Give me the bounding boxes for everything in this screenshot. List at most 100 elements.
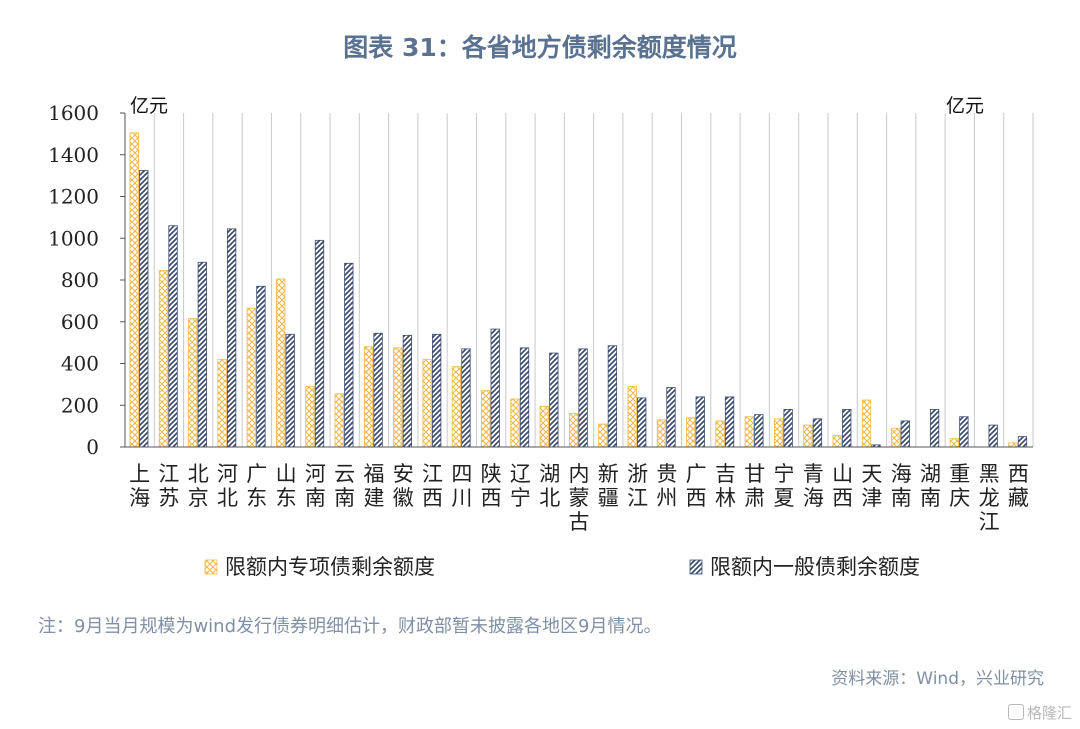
x-tick-label: 广 <box>686 462 707 486</box>
bar-special <box>217 358 227 448</box>
y-tick-label: 1200 <box>48 185 99 209</box>
bar-special <box>949 438 960 448</box>
x-tick-label: 重 <box>949 462 970 486</box>
bar-special <box>1008 442 1018 448</box>
axes <box>120 112 1033 448</box>
x-tick-label: 东 <box>246 486 267 510</box>
x-tick-label: 安 <box>393 462 414 486</box>
x-tick-label: 海 <box>129 486 150 510</box>
x-tick-label: 贵 <box>656 462 677 486</box>
x-tick-label: 肃 <box>744 486 765 510</box>
bar-general <box>461 348 471 448</box>
bar-special <box>334 393 344 448</box>
bar-general <box>812 418 823 448</box>
x-tick-label: 西 <box>481 486 502 510</box>
bar-special <box>773 418 784 448</box>
x-tick-label: 吉 <box>715 462 736 486</box>
x-tick-label: 蒙 <box>569 486 590 510</box>
bar-special <box>422 358 432 448</box>
x-tick-label: 古 <box>569 510 590 534</box>
x-tick-label: 州 <box>656 486 677 510</box>
x-tick-label: 湖 <box>920 462 941 486</box>
bar-general <box>929 409 940 448</box>
x-tick-label: 四 <box>451 462 472 486</box>
legend-general-label: 限额内一般债剩余额度 <box>710 555 920 579</box>
x-tick-label: 北 <box>217 486 238 510</box>
x-tick-label: 甘 <box>744 462 765 486</box>
x-tick-label: 西 <box>686 486 707 510</box>
bar-general <box>783 409 793 448</box>
bar-special <box>129 132 139 448</box>
bar-special <box>861 399 872 448</box>
chart-note: 注：9月当月规模为wind发行债券明细估计，财政部暂未披露各地区9月情况。 <box>38 616 662 637</box>
y-unit-label-left: 亿元 <box>130 95 168 117</box>
bar-general <box>168 225 178 448</box>
bar-general <box>519 347 530 448</box>
x-tick-label: 浙 <box>627 462 648 486</box>
x-tick-label: 广 <box>246 462 267 486</box>
bar-general <box>139 170 149 448</box>
x-tick-label: 河 <box>305 462 326 486</box>
x-tick-label: 庆 <box>949 486 970 510</box>
x-tick-label: 江 <box>422 462 443 486</box>
x-tick-label: 天 <box>861 462 882 486</box>
bar-special <box>246 307 257 448</box>
bar-special <box>539 405 549 448</box>
watermark: 格隆汇 <box>1007 702 1072 723</box>
x-tick-label: 苏 <box>158 486 179 510</box>
bar-general <box>959 416 969 448</box>
y-tick-label: 1400 <box>48 143 99 167</box>
bar-general <box>578 348 588 448</box>
legend-special-label: 限额内专项债剩余额度 <box>225 555 435 579</box>
bar-general <box>285 333 295 448</box>
bar-general <box>549 352 559 448</box>
chart-title: 图表 31：各省地方债剩余额度情况 <box>343 33 737 62</box>
bar-special <box>598 423 608 448</box>
bar-special <box>686 417 696 448</box>
y-tick-label: 200 <box>61 393 99 417</box>
bar-general <box>842 409 852 448</box>
x-tick-label: 龙 <box>979 486 1000 510</box>
x-tick-label: 海 <box>891 462 912 486</box>
x-tick-label: 云 <box>334 462 355 486</box>
x-tick-label: 津 <box>861 486 882 510</box>
bar-special <box>188 318 198 448</box>
x-tick-label: 南 <box>891 486 912 510</box>
bar-general <box>988 424 998 448</box>
bars-group <box>129 132 1028 448</box>
x-tick-label: 西 <box>1008 462 1029 486</box>
bar-special <box>656 419 667 448</box>
x-tick-label: 东 <box>276 486 297 510</box>
bar-general <box>402 334 413 448</box>
bar-special <box>510 398 520 448</box>
x-tick-label: 青 <box>803 462 824 486</box>
x-tick-label: 福 <box>363 462 384 486</box>
x-tick-label: 建 <box>363 486 384 510</box>
bar-special <box>568 413 579 448</box>
x-tick-label: 京 <box>188 486 209 510</box>
legend: 限额内专项债剩余额度 限额内一般债剩余额度 <box>204 555 920 579</box>
bar-special <box>481 390 491 448</box>
x-tick-label: 川 <box>451 486 472 510</box>
x-tick-label: 徽 <box>393 486 414 510</box>
x-tick-label: 山 <box>276 462 297 486</box>
legend-special-swatch <box>204 559 218 575</box>
bar-special <box>276 278 286 448</box>
bar-general <box>724 396 735 448</box>
bar-general <box>1017 436 1028 448</box>
x-tick-label: 南 <box>334 486 355 510</box>
x-tick-label: 湖 <box>539 462 560 486</box>
bar-special <box>803 424 813 448</box>
x-tick-label: 江 <box>979 510 1000 534</box>
x-tick-label: 山 <box>832 462 853 486</box>
grid-lines <box>153 113 1034 447</box>
x-tick-label: 西 <box>832 486 853 510</box>
bar-special <box>891 427 901 448</box>
watermark-logo-icon <box>1007 704 1024 720</box>
x-tick-label: 疆 <box>598 486 619 510</box>
x-tick-label: 海 <box>803 486 824 510</box>
bar-general <box>900 420 910 448</box>
bar-special <box>393 347 403 448</box>
x-tick-label: 内 <box>569 462 590 486</box>
